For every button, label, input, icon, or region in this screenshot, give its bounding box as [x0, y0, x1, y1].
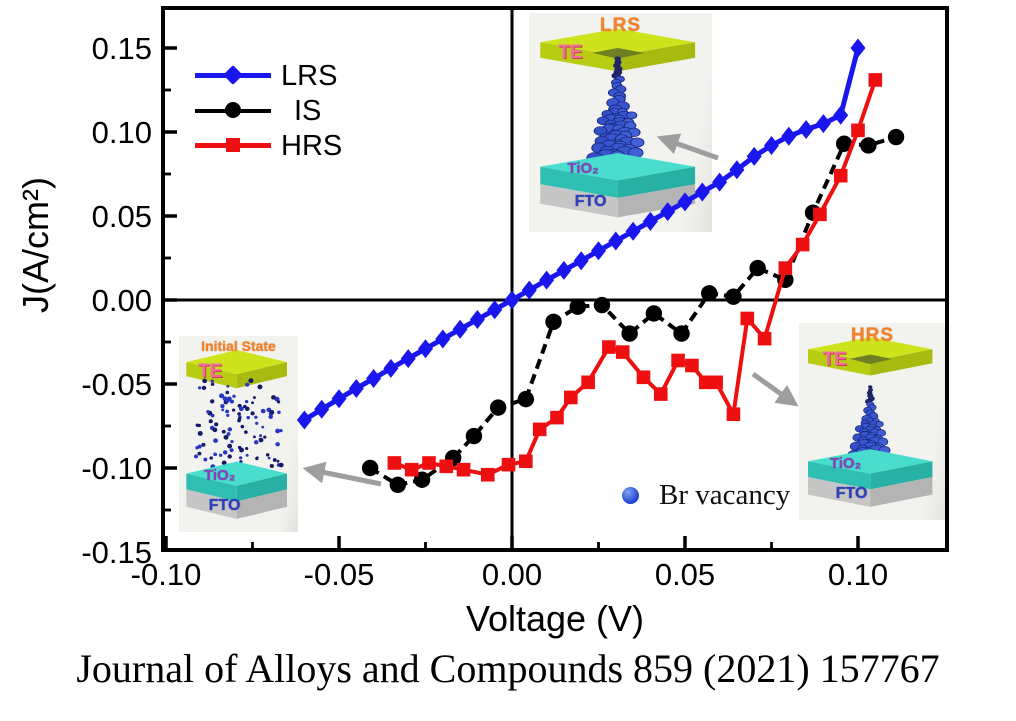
y-tick-label: -0.10 — [81, 451, 152, 486]
tio2-layer-label: TiO₂ — [567, 159, 599, 177]
arrow-to-lrs-inset — [656, 133, 719, 161]
legend-item-lrs: LRS — [195, 58, 395, 93]
series-hrs — [387, 73, 883, 482]
br-vacancy-legend: Br vacancy — [622, 479, 790, 512]
y-tick-label: -0.05 — [81, 367, 152, 402]
br-vacancy-label: Br vacancy — [659, 479, 791, 511]
device-graphic-hrs — [808, 337, 933, 507]
legend-diamond-marker — [223, 65, 243, 85]
inset-state-label: HRS — [850, 325, 895, 346]
x-axis-title: Voltage (V) — [465, 598, 645, 639]
chart-legend: LRS IS HRS — [195, 58, 395, 163]
legend-label-lrs: LRS — [281, 60, 338, 92]
te-layer-label: TE — [822, 348, 847, 370]
y-tick-label: -0.15 — [81, 535, 152, 570]
arrow-to-initial-inset — [302, 461, 382, 487]
te-layer-label: TE — [558, 41, 583, 63]
inset-lrs-device: LRS TE TiO₂ FTO — [529, 13, 712, 232]
fto-layer-label: FTO — [208, 496, 241, 514]
inset-state-label: Initial State — [201, 338, 276, 354]
fto-layer-label: FTO — [835, 484, 868, 502]
fto-layer-label: FTO — [574, 192, 607, 210]
series-is — [361, 128, 905, 493]
plot-frame — [161, 6, 949, 552]
y-axis-title: J(A/cm²) — [15, 177, 56, 313]
legend-item-hrs: HRS — [195, 128, 395, 163]
arrow-to-hrs-inset — [751, 371, 799, 407]
y-tick-label: 0.10 — [92, 115, 152, 150]
te-layer-label: TE — [198, 361, 223, 383]
tio2-layer-label: TiO₂ — [829, 454, 862, 472]
legend-label-is: IS — [294, 95, 322, 127]
x-tick-label: -0.10 — [131, 557, 202, 592]
inset-hrs-device: HRS TE TiO₂ FTO — [799, 323, 946, 520]
x-tick-label: 0.10 — [828, 557, 888, 592]
legend-label-hrs: HRS — [281, 130, 343, 162]
inset-initial-state-device: Initial State TE TiO₂ FTO — [179, 336, 298, 532]
tick-labels: -0.10 -0.05 0.00 0.05 0.10 0.15 0.10 0.05 0.00 -0… — [81, 31, 888, 592]
legend-item-is: IS — [195, 93, 395, 128]
device-graphic-initial — [186, 349, 288, 519]
x-tick-label: 0.05 — [655, 557, 715, 592]
y-tick-label: 0.15 — [92, 31, 152, 66]
br-vacancy-dot-icon — [622, 487, 639, 504]
legend-square-marker — [226, 138, 240, 152]
y-tick-label: 0.00 — [92, 283, 152, 318]
series-lrs — [296, 38, 866, 430]
x-tick-label: -0.05 — [304, 557, 375, 592]
inset-state-label: LRS — [600, 15, 641, 36]
x-tick-label: 0.00 — [482, 557, 542, 592]
device-graphic-lrs — [540, 28, 696, 218]
figure-caption: Journal of Alloys and Compounds 859 (202… — [76, 646, 940, 691]
y-tick-label: 0.05 — [92, 199, 152, 234]
tio2-layer-label: TiO₂ — [203, 467, 236, 485]
legend-circle-marker — [225, 102, 241, 118]
